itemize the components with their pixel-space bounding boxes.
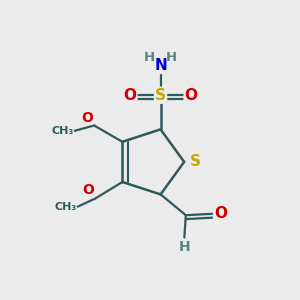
Text: O: O (185, 88, 198, 103)
Text: CH₃: CH₃ (51, 126, 73, 136)
Text: H: H (144, 51, 155, 64)
Text: O: O (81, 111, 93, 124)
Text: N: N (154, 58, 167, 73)
Text: H: H (178, 240, 190, 254)
Text: CH₃: CH₃ (54, 202, 76, 212)
Text: O: O (123, 88, 136, 103)
Text: O: O (82, 183, 94, 197)
Text: S: S (155, 88, 166, 103)
Text: H: H (166, 51, 177, 64)
Text: S: S (190, 154, 200, 169)
Text: O: O (214, 206, 227, 221)
